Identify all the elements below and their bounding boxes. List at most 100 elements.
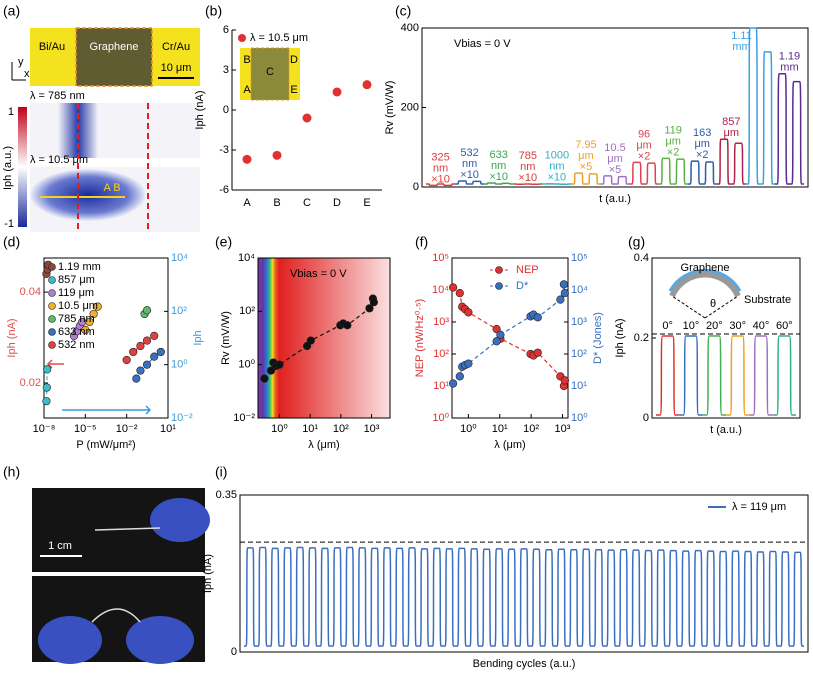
y-tick-label: 10² xyxy=(239,305,255,317)
x-tick-label: C xyxy=(303,197,311,209)
y2-tick-label: 10² xyxy=(171,305,187,317)
point xyxy=(307,337,315,345)
legend-label: 1.19 mm xyxy=(58,261,101,273)
point xyxy=(449,284,457,292)
colorbar-tick: -1 xyxy=(4,218,14,230)
pulse xyxy=(580,549,592,646)
point xyxy=(561,377,569,385)
map-feature xyxy=(30,169,146,221)
point xyxy=(129,348,137,356)
y-tick-label: 200 xyxy=(401,101,419,113)
y-tick-label: 10⁴ xyxy=(432,284,449,296)
legend-marker xyxy=(49,303,56,310)
spectrum-background xyxy=(258,258,390,418)
x-axis-label: t (a.u.) xyxy=(599,193,631,205)
inset-label: A xyxy=(243,84,251,96)
y2-tick-label: 10⁰ xyxy=(171,359,188,371)
point xyxy=(150,353,158,361)
label: Bi/Au xyxy=(39,41,65,53)
label: Graphene xyxy=(90,41,139,53)
legend-marker xyxy=(49,316,56,323)
pulse xyxy=(555,549,567,646)
pulse xyxy=(659,158,674,184)
y-tick-label: 400 xyxy=(401,22,419,34)
colorbar-tick: 1 xyxy=(8,106,14,118)
y2-tick-label: 10⁴ xyxy=(171,252,188,264)
y2-tick-label: 10¹ xyxy=(571,380,587,392)
pulse xyxy=(470,181,485,184)
pulse xyxy=(356,548,368,646)
axis-arrow xyxy=(48,360,64,368)
pulse xyxy=(518,549,530,646)
glove xyxy=(150,498,210,542)
annotation: Vbias = 0 V xyxy=(454,38,511,50)
y2-tick-label: 10⁰ xyxy=(571,412,588,424)
pulse xyxy=(505,549,517,646)
x-tick-label: D xyxy=(333,197,341,209)
pulse-label: ×2 xyxy=(667,146,680,158)
point xyxy=(363,80,372,89)
map-label: λ = 10.5 μm xyxy=(30,154,88,166)
pulse xyxy=(775,74,790,184)
panel-label: (e) xyxy=(215,234,232,250)
pulse xyxy=(792,552,804,646)
pulse-label: 20° xyxy=(706,320,723,332)
x-axis-label: t (a.u.) xyxy=(710,424,742,436)
pulse xyxy=(571,173,586,184)
point xyxy=(344,321,352,329)
panel-g-inset: Graphene Substrate θ xyxy=(670,262,791,318)
map-label: λ = 785 nm xyxy=(30,90,85,102)
y-axis-label: Iph (nA) xyxy=(6,318,18,357)
y-tick-label: 0.02 xyxy=(20,377,41,389)
pulse xyxy=(754,552,766,646)
scale-bar-label: 1 cm xyxy=(48,540,72,552)
y-axis-label: Rv (mV/W) xyxy=(384,81,396,135)
pulse xyxy=(703,336,726,415)
y-tick-label: 0.35 xyxy=(216,489,237,501)
x-tick-label: 10³ xyxy=(555,423,571,435)
y2-tick-label: 10⁵ xyxy=(571,252,588,264)
y-tick-label: 0 xyxy=(643,412,649,424)
point xyxy=(137,367,145,375)
y-tick-label: 10³ xyxy=(433,316,449,328)
pulse-label: 0° xyxy=(662,320,673,332)
legend-label: 785 nm xyxy=(58,313,95,325)
pulse xyxy=(630,162,645,184)
legend-marker xyxy=(49,342,56,349)
x-axis-label: Bending cycles (a.u.) xyxy=(473,658,576,670)
x-tick-label: 10² xyxy=(333,423,349,435)
pulse xyxy=(789,82,804,184)
x-tick-label: 10⁰ xyxy=(271,423,288,435)
x-tick-label: 10⁻² xyxy=(116,423,138,435)
x-tick-label: 10² xyxy=(523,423,539,435)
legend-label: 532 nm xyxy=(58,339,95,351)
point xyxy=(333,88,342,97)
pulse xyxy=(605,550,617,646)
point xyxy=(143,306,151,314)
pulse xyxy=(729,551,741,646)
pulse xyxy=(493,549,505,646)
glove xyxy=(38,616,102,664)
point xyxy=(303,114,312,123)
point xyxy=(456,373,464,381)
y-tick-label: 0 xyxy=(223,104,229,116)
pulse-label: ×10 xyxy=(431,173,450,185)
x-tick-label: 10⁻⁸ xyxy=(33,423,56,435)
pulse xyxy=(344,547,356,646)
pulse xyxy=(456,548,468,646)
pulse xyxy=(680,551,692,646)
pulse-label: 60° xyxy=(776,320,793,332)
pulse-label: ×5 xyxy=(609,164,622,176)
y-tick-label: 0 xyxy=(231,646,237,658)
pulse xyxy=(642,551,654,646)
pulse xyxy=(431,548,443,646)
pulse xyxy=(667,551,679,646)
y-tick-label: 10⁻² xyxy=(233,412,255,424)
glove xyxy=(126,616,194,664)
point xyxy=(465,360,473,368)
pulse xyxy=(244,548,256,646)
series-line xyxy=(453,284,565,383)
pulse xyxy=(443,549,455,646)
point xyxy=(273,151,282,160)
x-tick-label: 10¹ xyxy=(160,423,176,435)
